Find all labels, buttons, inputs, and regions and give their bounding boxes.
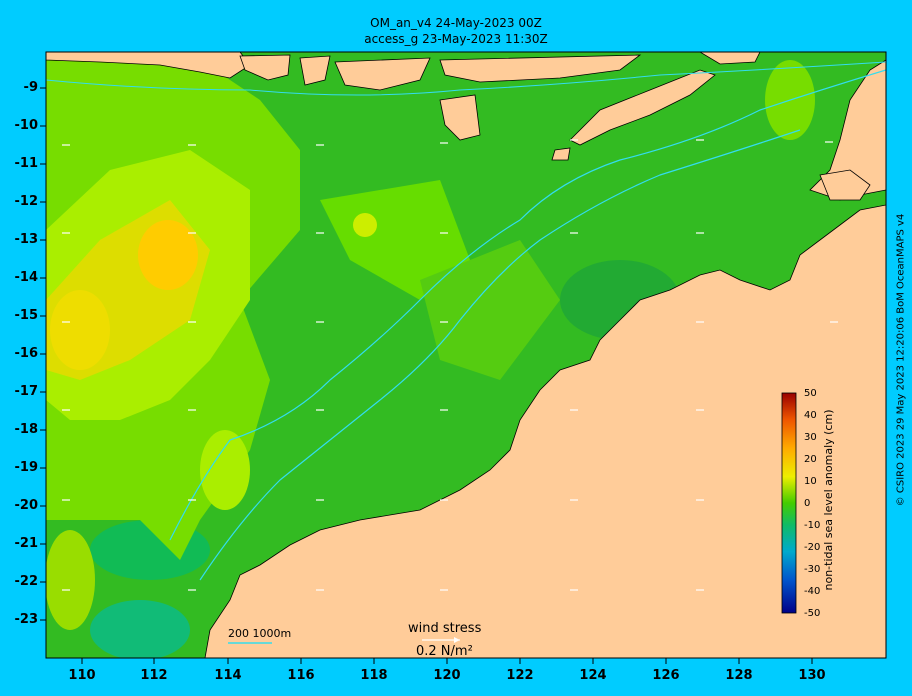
lon-label: 120 [433,668,461,683]
wind-stress-legend-unit: 0.2 N/m² [416,644,473,659]
lat-label: -20 [14,498,39,513]
bathy-contour-north [46,61,886,96]
lat-label: -10 [14,118,39,133]
mid-anomaly-region [320,180,470,300]
colorbar-tick: 20 [804,454,817,465]
colorbar-tick: 40 [804,410,817,421]
plot-frame [45,51,887,659]
rote-island [551,147,571,161]
lon-label: 126 [652,668,680,683]
colorbar [781,392,797,614]
bathy-contour-1000m [169,69,886,541]
lat-label: -19 [14,460,39,475]
high-anomaly-region [353,213,377,237]
wetar-island [699,52,761,65]
peak-anomaly-region [138,220,198,290]
colorbar-tick: 50 [804,388,817,399]
lat-label: -14 [14,270,39,285]
bali-lombok [239,54,291,81]
lat-label: -11 [14,156,39,171]
lon-label: 124 [579,668,607,683]
lon-label: 128 [725,668,753,683]
lon-label: 118 [360,668,388,683]
lat-label: -18 [14,422,39,437]
melville-island [819,169,871,201]
colorbar-tick: 10 [804,476,817,487]
australia-landmass [204,204,886,658]
credit-text: © CSIRO 2023 29 May 2023 12:20:06 BoM Oc… [895,213,907,507]
arnhem-land [809,59,886,201]
sumbawa-east [334,57,431,91]
lat-label: -21 [14,536,39,551]
map-title-line2: access_g 23-May-2023 11:30Z [364,32,548,46]
colorbar-tick: -30 [804,564,821,575]
sumba-island [439,94,481,141]
colorbar-tick: -20 [804,542,821,553]
lat-label: -13 [14,232,39,247]
sumbawa-island [299,55,331,86]
colorbar-label: non-tidal sea level anomaly (cm) [822,409,835,591]
lon-label: 122 [506,668,534,683]
colorbar-tick: -50 [804,608,821,619]
colorbar-tick: 0 [804,498,811,509]
bathy-contour-200m [199,129,801,581]
lat-label: -16 [14,346,39,361]
map-title-line1: OM_an_v4 24-May-2023 00Z [370,16,542,30]
mid-anomaly-region [46,530,95,630]
lon-label: 116 [287,668,315,683]
axis-ticks [40,87,813,664]
low-anomaly-region [90,600,190,658]
wind-stress-legend-title: wind stress [408,621,482,636]
lat-label: -9 [23,80,38,95]
lat-label: -15 [14,308,39,323]
colorbar-tick: 30 [804,432,817,443]
lon-label: 114 [214,668,242,683]
lat-label: -23 [14,612,39,627]
timor-island [569,69,716,146]
colorbar-tick: -40 [804,586,821,597]
high-anomaly-region [200,430,250,510]
lat-label: -22 [14,574,39,589]
mid-anomaly-region [420,240,560,380]
wind-stress-legend-arrowhead [454,637,460,643]
lat-label: -17 [14,384,39,399]
lon-label: 130 [798,668,826,683]
wind-stress-vectors [62,139,838,591]
flores-island [439,54,642,83]
high-anomaly-region [50,290,110,370]
lat-label: -12 [14,194,39,209]
colorbar-tick: -10 [804,520,821,531]
contour-legend-label: 200 1000m [228,627,292,640]
lon-label: 112 [140,668,168,683]
lon-label: 110 [68,668,96,683]
